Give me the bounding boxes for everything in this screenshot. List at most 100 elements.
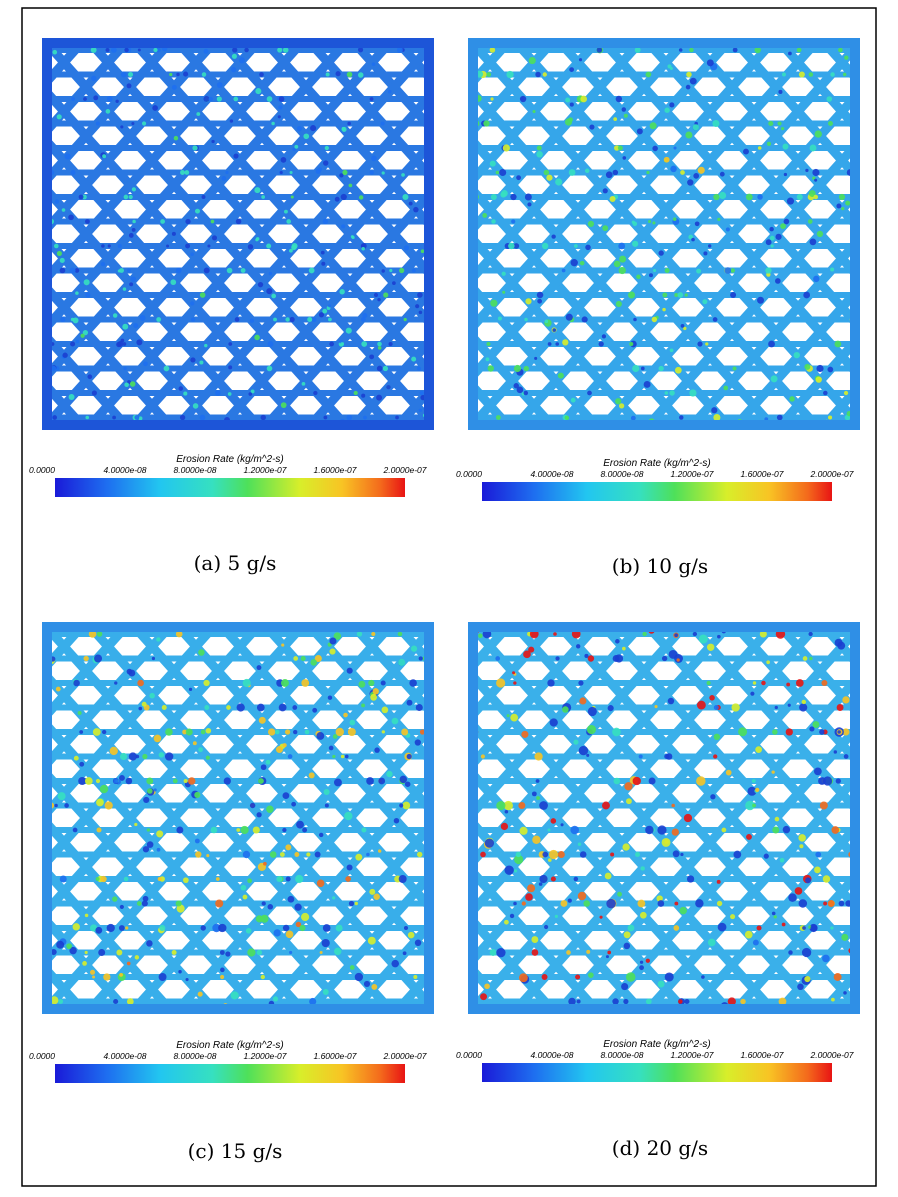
erosion-spot [403,925,409,931]
lattice-bar [728,38,860,188]
erosion-spot [146,788,153,794]
erosion-spot [75,339,80,344]
erosion-spot [618,403,625,409]
erosion-spot [561,268,566,273]
erosion-spot [242,850,251,859]
erosion-spot [615,639,620,644]
erosion-spot [546,174,553,181]
erosion-spot [215,877,220,881]
erosion-spot [318,312,325,318]
erosion-spot [653,268,657,273]
erosion-spot [59,257,65,263]
erosion-spot [674,901,679,906]
erosion-spot [131,187,137,192]
erosion-spot [380,121,385,126]
lattice-bar [42,622,46,629]
erosion-spot [822,776,833,786]
erosion-spot [114,681,118,685]
erosion-spot [203,48,209,54]
erosion-spot [227,392,232,396]
lattice-bar [214,182,434,430]
erosion-spot [816,364,824,373]
erosion-spot [152,105,158,111]
erosion-spot [604,872,612,880]
erosion-spot [547,342,552,346]
colorbar-tick-label: 1.2000e-07 [243,1051,286,1061]
erosion-spot [278,96,285,102]
erosion-spot [169,72,173,77]
erosion-spot [623,998,629,1005]
erosion-spot [358,680,366,688]
erosion-spot [612,169,619,176]
erosion-spot [586,724,597,735]
erosion-spot [827,900,835,908]
erosion-spot [580,95,588,103]
erosion-spot [346,864,353,871]
erosion-spot [654,705,658,709]
erosion-spot [823,901,828,906]
erosion-spot [363,980,371,988]
erosion-spot [778,997,787,1006]
erosion-spot [672,850,680,858]
erosion-spot [799,703,808,712]
erosion-spot [95,121,100,126]
erosion-spot [730,291,737,299]
erosion-spot [602,188,608,194]
erosion-spot [361,703,366,708]
erosion-spot [512,671,516,675]
erosion-spot [271,293,277,299]
erosion-spot [329,341,335,347]
erosion-spot [289,248,293,253]
erosion-spot [403,245,410,251]
erosion-spot [346,667,353,674]
erosion-spot [125,777,133,785]
erosion-spot [605,955,609,959]
erosion-spot [578,680,584,686]
erosion-spot [648,777,656,785]
erosion-spot [727,997,736,1006]
erosion-spot [645,71,652,78]
erosion-spot [484,983,490,990]
erosion-spot [518,973,528,983]
erosion-spot [521,730,529,738]
erosion-spot [587,706,597,717]
lattice-bar [772,329,860,430]
erosion-spot [788,893,797,902]
erosion-spot [335,727,344,737]
erosion-spot [73,755,79,761]
erosion-spot [58,999,64,1004]
erosion-spot [156,830,164,838]
erosion-spot [100,875,107,883]
erosion-spot [519,95,527,103]
erosion-spot [360,317,366,322]
erosion-spot [623,942,631,950]
lattice-bar [42,276,178,430]
erosion-spot [300,655,306,662]
erosion-spot [307,317,313,322]
lattice-bar [468,909,560,1014]
erosion-spot [490,97,494,101]
erosion-spot [171,950,177,955]
erosion-spot [568,169,576,176]
erosion-spot [496,948,506,958]
erosion-spot [707,938,716,947]
erosion-spot [772,826,780,834]
erosion-spot [376,292,382,298]
erosion-spot [381,171,385,175]
erosion-spot [536,150,543,158]
erosion-spot [129,282,134,287]
lattice-bar [468,622,692,874]
erosion-spot [814,178,818,182]
erosion-spot [502,290,506,294]
erosion-spot [139,314,146,321]
erosion-spot [779,857,785,863]
erosion-spot [210,219,215,224]
erosion-spot [242,678,251,688]
erosion-spot [95,778,101,784]
erosion-spot [508,242,515,250]
erosion-spot [525,893,533,901]
erosion-spot [794,887,803,895]
erosion-spot [622,156,627,160]
erosion-spot [340,754,345,759]
erosion-spot [50,365,57,372]
